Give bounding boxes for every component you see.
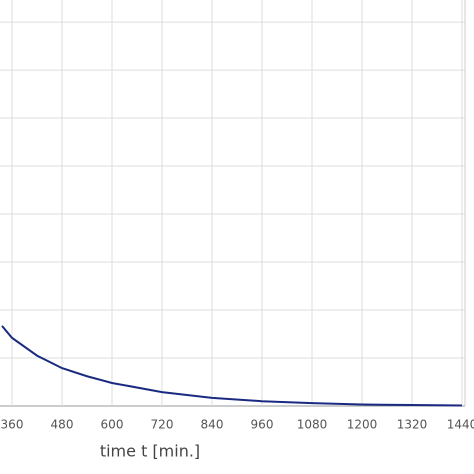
x-tick-label: 1440 — [447, 418, 474, 432]
x-tick-label: 1320 — [397, 418, 428, 432]
x-axis-title: time t [min.] — [100, 442, 200, 461]
x-tick-label: 1080 — [297, 418, 328, 432]
x-tick-label: 720 — [151, 418, 174, 432]
line-series — [1, 325, 463, 407]
x-tick-label: 1200 — [347, 418, 378, 432]
x-tick-label: 960 — [251, 418, 274, 432]
x-tick-label: 840 — [201, 418, 224, 432]
x-tick-label: 480 — [51, 418, 74, 432]
x-tick-label: 600 — [101, 418, 124, 432]
x-tick-label: 360 — [1, 418, 24, 432]
